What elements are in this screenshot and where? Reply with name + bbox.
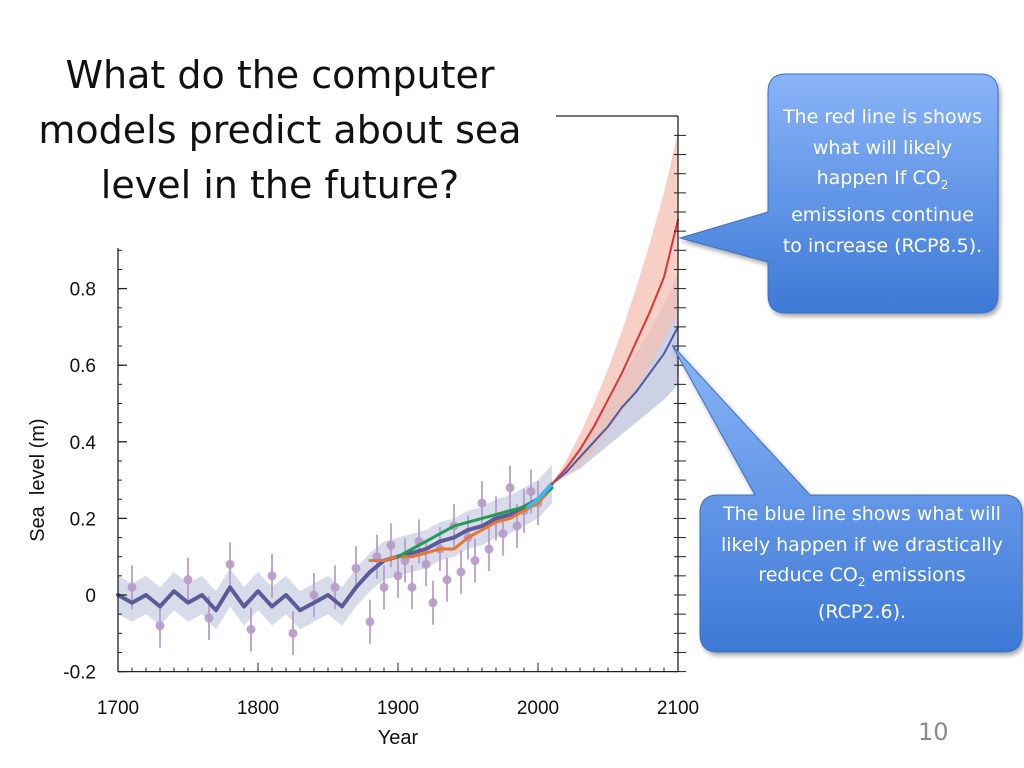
series-line-rcp26 bbox=[551, 325, 679, 485]
series-line-tide_green bbox=[396, 486, 554, 559]
callout-red-text-sub: 2 bbox=[940, 177, 949, 192]
x-tick-label: 2000 bbox=[517, 698, 559, 719]
historic-uncertainty-band bbox=[118, 464, 552, 630]
data-point bbox=[155, 621, 165, 631]
callout-blue-text-tail: emissions (RCP2.6). bbox=[817, 564, 966, 624]
data-point bbox=[204, 613, 214, 623]
rcp85-uncertainty-band bbox=[552, 131, 678, 484]
data-point bbox=[386, 540, 396, 550]
y-tick-label: 0.8 bbox=[70, 280, 96, 301]
rcp26-uncertainty-band bbox=[552, 273, 678, 484]
x-axis-label: Year bbox=[378, 727, 419, 749]
callout-red-text-main: The red line is shows what will likely h… bbox=[782, 106, 983, 189]
data-point bbox=[442, 575, 452, 585]
axes-layer: -0.2 0 0.2 0.4 0.6 0.8 1700 1800 1900 2000 2100 Yea… bbox=[27, 115, 699, 749]
callout-red-shape bbox=[678, 73, 999, 314]
callout-blue-shape bbox=[671, 344, 1023, 653]
callout-red-text-tail: emissions continue to increase (RCP8.5). bbox=[782, 204, 983, 257]
callout-red-text: The red line is shows what will likely h… bbox=[780, 102, 985, 261]
data-point bbox=[484, 544, 494, 554]
x-tick-label: 1800 bbox=[237, 698, 279, 719]
data-point bbox=[372, 552, 382, 562]
data-point bbox=[498, 529, 508, 539]
page-number: 10 bbox=[918, 718, 949, 746]
data-point bbox=[246, 624, 256, 634]
y-tick-label: 0.2 bbox=[70, 509, 96, 530]
y-tick-label: -0.2 bbox=[63, 663, 96, 684]
series-line-satellite bbox=[526, 481, 554, 509]
callout-blue-text: The blue line shows what will likely hap… bbox=[712, 499, 1012, 628]
data-point bbox=[393, 571, 403, 581]
data-point bbox=[407, 582, 417, 592]
data-point bbox=[330, 582, 340, 592]
series-line-rcp85 bbox=[551, 218, 679, 485]
data-point bbox=[421, 559, 431, 569]
x-tick-label: 1700 bbox=[97, 698, 139, 719]
data-point bbox=[351, 563, 361, 573]
data-point bbox=[183, 575, 193, 585]
y-tick-label: 0 bbox=[85, 586, 96, 607]
series-line-historic bbox=[116, 481, 554, 613]
y-axis-label: Sea level (m) bbox=[27, 418, 49, 541]
y-tick-label: 0.6 bbox=[70, 356, 96, 377]
data-point bbox=[470, 556, 480, 566]
y-tick-label: 0.4 bbox=[70, 433, 97, 454]
x-tick-label: 1900 bbox=[377, 698, 419, 719]
data-point bbox=[365, 617, 375, 627]
data-point bbox=[288, 628, 298, 638]
data-point bbox=[526, 487, 536, 497]
x-tick-label: 2100 bbox=[657, 698, 699, 719]
slide-title: What do the computer models predict abou… bbox=[38, 53, 522, 207]
data-point bbox=[477, 498, 487, 508]
callout-blue-text-sub: 2 bbox=[857, 574, 866, 589]
callout-blue-text-main: The blue line shows what will likely hap… bbox=[720, 503, 1004, 586]
data-point bbox=[267, 571, 277, 581]
data-point bbox=[225, 559, 235, 569]
data-point bbox=[400, 556, 410, 566]
data-point bbox=[379, 582, 389, 592]
data-point bbox=[309, 590, 319, 600]
plot-layer bbox=[116, 131, 679, 656]
data-point bbox=[456, 567, 466, 577]
data-point bbox=[505, 483, 515, 493]
data-point bbox=[512, 521, 522, 531]
data-point bbox=[428, 598, 438, 608]
data-point bbox=[127, 582, 137, 592]
